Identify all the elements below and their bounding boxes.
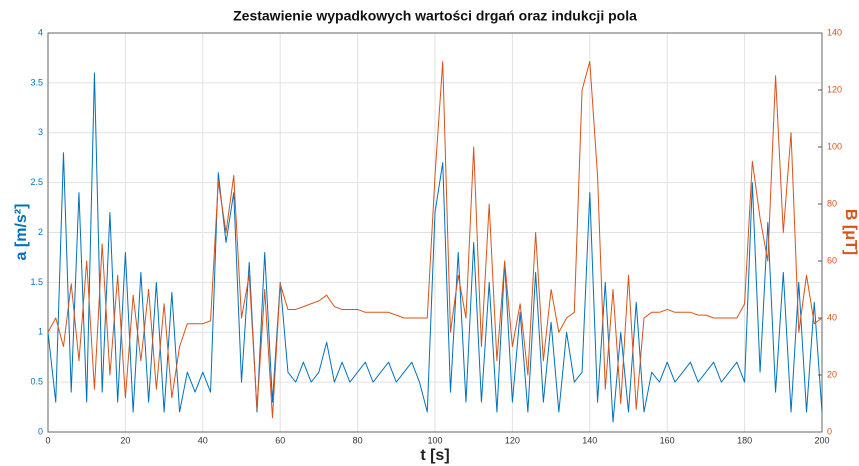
y2-tick-label: 60	[827, 255, 837, 265]
y-tick-label: 1.5	[30, 277, 43, 287]
y2-tick-label: 140	[827, 27, 842, 37]
y2-tick-label: 20	[827, 369, 837, 379]
y-tick-label: 3	[38, 127, 43, 137]
y2-tick-label: 80	[827, 198, 837, 208]
x-tick-label: 180	[737, 435, 752, 445]
x-tick-label: 160	[660, 435, 675, 445]
y2-tick-label: 0	[827, 426, 832, 436]
y2-tick-label: 100	[827, 141, 842, 151]
x-tick-label: 80	[353, 435, 363, 445]
y2-axis-label: B [μT]	[842, 209, 859, 255]
x-tick-label: 120	[505, 435, 520, 445]
y-tick-label: 4	[38, 27, 43, 37]
plot-frame	[47, 32, 823, 433]
y-tick-label: 0	[38, 426, 43, 436]
y-axis-label: a [m/s²]	[13, 204, 30, 261]
x-tick-label: 140	[582, 435, 597, 445]
data-line	[47, 61, 823, 419]
y-tick-label: 0.5	[30, 377, 43, 387]
chart-title: Zestawienie wypadkowych wartości drgań o…	[233, 8, 637, 24]
x-tick-label: 20	[120, 435, 130, 445]
y2-tick-label: 120	[827, 84, 842, 94]
x-tick-label: 200	[814, 435, 829, 445]
x-axis-label: t [s]	[420, 447, 449, 464]
y2-tick-label: 40	[827, 312, 837, 322]
y-tick-label: 3.5	[30, 77, 43, 87]
x-tick-label: 60	[275, 435, 285, 445]
y-tick-label: 2	[38, 227, 43, 237]
y-tick-label: 1	[38, 327, 43, 337]
x-tick-label: 100	[427, 435, 442, 445]
y-tick-label: 2.5	[30, 177, 43, 187]
x-tick-label: 40	[198, 435, 208, 445]
x-tick-label: 0	[45, 435, 50, 445]
data-line	[47, 72, 823, 423]
